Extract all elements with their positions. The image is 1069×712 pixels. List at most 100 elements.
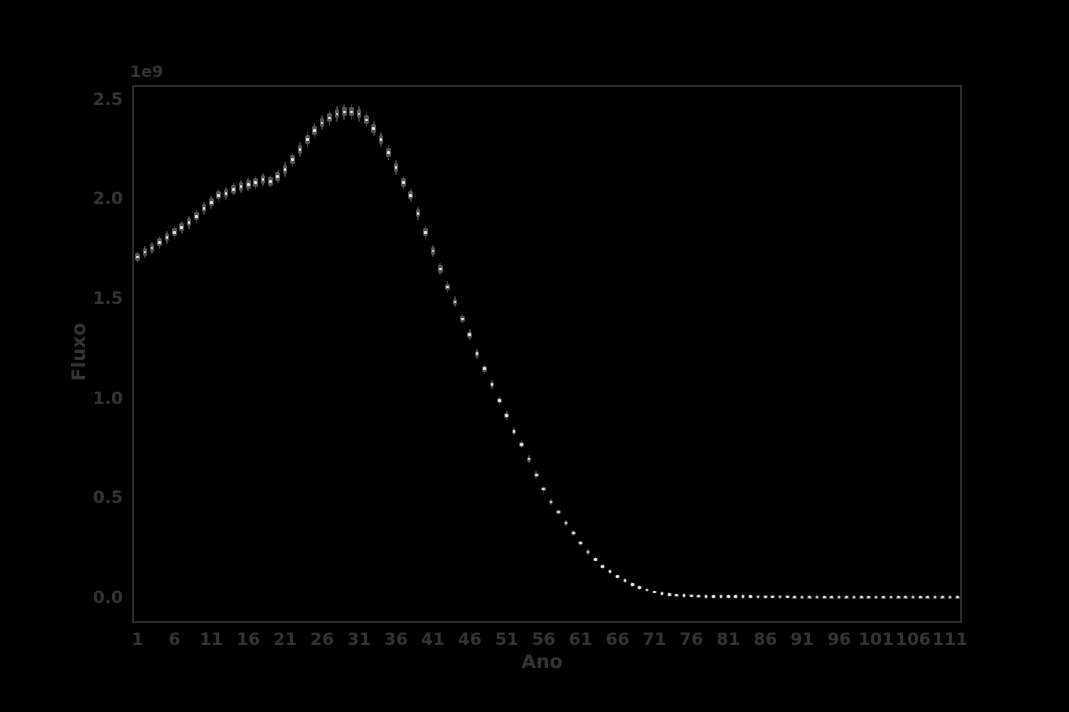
x-tick-label: 11: [199, 630, 224, 650]
median-dot: [483, 367, 486, 370]
median-dot: [697, 594, 701, 598]
boxplot-point: [777, 594, 783, 600]
x-tick-label: 101: [858, 630, 894, 650]
median-dot: [616, 575, 619, 578]
boxplot-point: [755, 594, 761, 600]
median-dot: [904, 595, 907, 599]
x-tick-label: 1: [131, 630, 144, 650]
median-dot: [630, 583, 634, 586]
boxplot-point: [792, 594, 798, 600]
median-dot: [653, 590, 656, 594]
y-tick-label: 2.0: [92, 189, 123, 210]
x-tick-label: 26: [310, 630, 334, 650]
boxplot-point: [208, 195, 214, 210]
boxplot-point: [349, 104, 354, 120]
boxplot-point: [814, 594, 820, 600]
median-dot: [571, 531, 575, 535]
boxplot-point: [903, 594, 908, 600]
boxplot-point: [511, 427, 517, 436]
boxplot-point: [578, 539, 583, 546]
y-tick-label: 1.5: [92, 289, 123, 309]
median-dot: [424, 230, 427, 234]
median-dot: [276, 175, 280, 178]
median-dot: [217, 194, 220, 197]
median-dot: [165, 235, 169, 239]
boxplot-point: [652, 589, 657, 595]
boxplot-point: [430, 245, 436, 258]
boxplot-point: [873, 594, 879, 600]
median-dot: [889, 595, 893, 599]
boxplot-point: [297, 142, 303, 157]
median-dot: [859, 595, 863, 599]
median-dot: [682, 594, 686, 597]
median-dot: [874, 595, 878, 599]
median-dot: [845, 595, 848, 599]
boxplot-point: [770, 594, 775, 600]
median-dot: [623, 579, 627, 582]
median-dot: [919, 595, 922, 599]
median-dot: [778, 595, 782, 599]
boxplot-point: [637, 585, 642, 591]
median-dot: [409, 194, 413, 197]
boxplot-point: [482, 363, 487, 374]
median-dot: [667, 593, 671, 596]
boxplot-point: [748, 594, 753, 600]
x-tick-label: 106: [895, 630, 931, 650]
y-tick-label: 1.0: [92, 388, 123, 409]
boxplot-point: [327, 110, 332, 126]
median-dot: [291, 158, 294, 161]
median-dot: [335, 112, 339, 116]
y-tick-label: 0.0: [92, 587, 123, 608]
boxplot-point: [245, 177, 251, 192]
boxplot-point: [305, 132, 310, 148]
x-tick-label: 81: [716, 630, 741, 650]
boxplot-point: [615, 574, 620, 580]
median-dot: [749, 595, 752, 598]
boxplot-point: [733, 594, 739, 600]
boxplot-point: [460, 313, 465, 325]
median-dot: [461, 317, 464, 321]
boxplot-point: [364, 112, 369, 128]
median-dot: [490, 383, 494, 386]
median-dot: [727, 595, 730, 598]
x-tick-label: 76: [679, 630, 704, 650]
median-dot: [180, 225, 184, 229]
median-dot: [830, 595, 834, 599]
median-dot: [837, 595, 841, 599]
x-tick-label: 51: [494, 630, 519, 650]
x-tick-label: 66: [605, 630, 630, 650]
boxplot-point: [268, 174, 273, 189]
median-dot: [306, 138, 309, 142]
boxplot-point: [954, 594, 960, 600]
boxplot-point: [356, 106, 362, 122]
boxplot-point: [164, 230, 170, 244]
median-dot: [527, 457, 531, 461]
median-dot: [320, 121, 324, 125]
boxplot-point: [334, 106, 340, 122]
median-dot: [520, 443, 523, 446]
boxplot-point: [674, 592, 679, 598]
boxplot-point: [533, 471, 539, 479]
boxplot-point: [836, 594, 842, 600]
median-dot: [645, 588, 649, 592]
boxplot-point: [622, 578, 628, 584]
median-dot: [793, 595, 797, 599]
x-axis-label: Ano: [521, 651, 563, 673]
median-dot: [150, 246, 154, 250]
median-dot: [852, 595, 856, 599]
median-dot: [313, 129, 316, 133]
boxplot-point: [341, 104, 347, 120]
boxplot-point: [186, 215, 192, 229]
boxplot-point: [851, 594, 857, 600]
y-tick-label: 0.5: [92, 488, 123, 508]
boxplot-point: [785, 594, 790, 600]
median-dot: [416, 212, 420, 215]
x-tick-label: 21: [273, 630, 298, 650]
boxplot-point: [408, 188, 414, 203]
median-dot: [468, 333, 472, 337]
median-dot: [446, 285, 449, 289]
median-dot: [512, 429, 516, 433]
boxplot-point: [829, 594, 835, 600]
boxplot-point: [504, 411, 510, 420]
